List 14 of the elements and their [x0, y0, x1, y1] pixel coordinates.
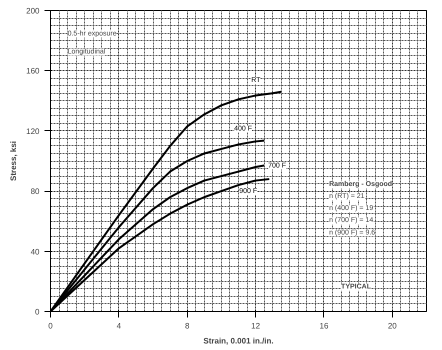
- x-tick-label: 16: [320, 322, 329, 330]
- x-tick-label: 8: [185, 322, 190, 330]
- y-axis-title: Stress, ksi: [9, 140, 18, 182]
- y-tick-label: 40: [30, 247, 40, 256]
- x-tick-label: 4: [116, 322, 122, 330]
- y-tick-label: 80: [30, 187, 40, 196]
- x-axis-title: Strain, 0.001 in./in.: [203, 336, 274, 346]
- y-tick-label: 200: [26, 6, 40, 16]
- y-tick-label: 160: [26, 66, 40, 76]
- x-tick-label: 12: [251, 322, 261, 330]
- x-tick-label: 20: [388, 322, 398, 330]
- y-tick-label: 120: [26, 126, 40, 136]
- x-tick-label: 0: [48, 322, 54, 330]
- y-tick-label: 0: [35, 308, 40, 316]
